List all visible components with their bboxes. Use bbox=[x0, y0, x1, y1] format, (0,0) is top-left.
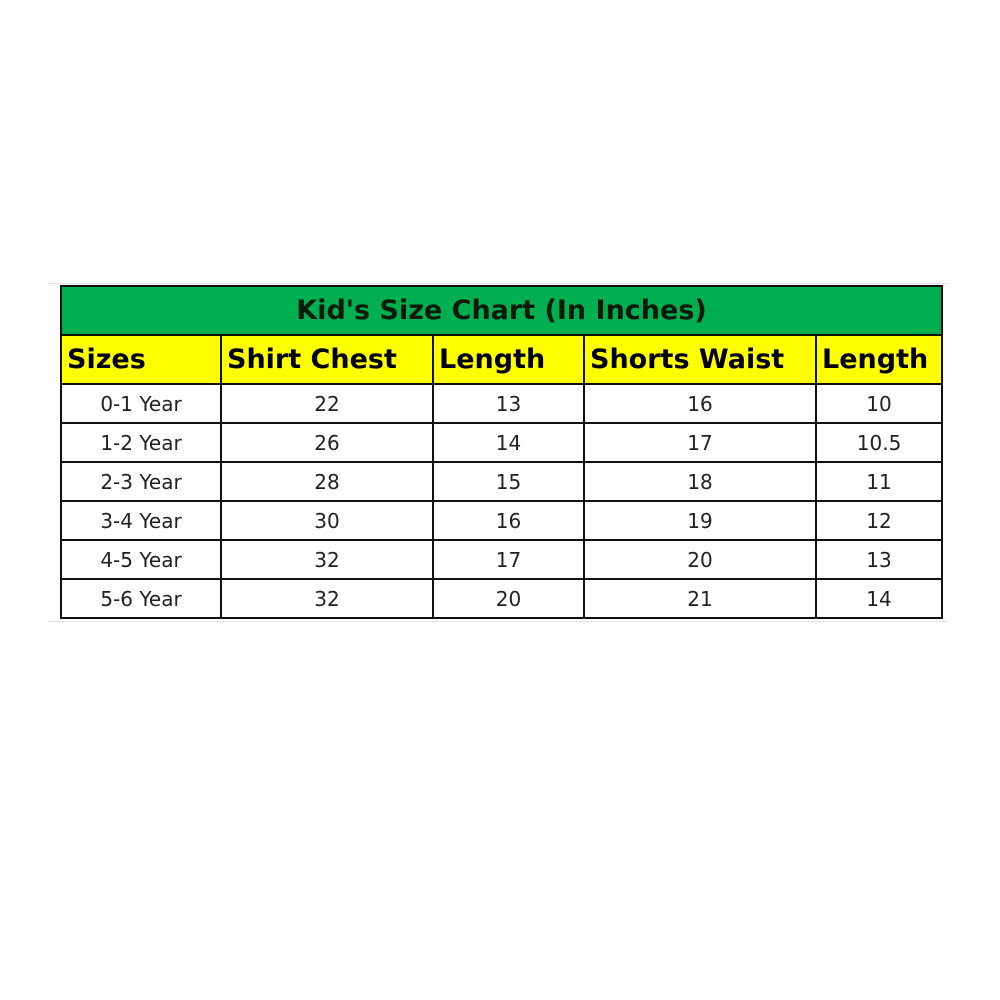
size-chart-table: Kid's Size Chart (In Inches) Sizes Shirt… bbox=[59, 285, 944, 619]
table-cell: 13 bbox=[814, 539, 944, 580]
header-row: Sizes Shirt Chest Length Shorts Waist Le… bbox=[60, 334, 944, 385]
table-cell: 15 bbox=[432, 461, 585, 502]
table-cell: 22 bbox=[220, 383, 434, 424]
title-row: Kid's Size Chart (In Inches) bbox=[59, 285, 944, 336]
table-row: 5-6 Year 32 20 21 14 bbox=[60, 578, 944, 619]
table-cell: 28 bbox=[220, 461, 434, 502]
table-cell: 32 bbox=[220, 539, 434, 580]
table-cell: 16 bbox=[583, 383, 817, 424]
table-cell: 26 bbox=[220, 422, 434, 463]
table-cell: 30 bbox=[220, 500, 434, 541]
table-cell: 14 bbox=[432, 422, 585, 463]
table-cell: 10.5 bbox=[814, 422, 944, 463]
table-cell: 16 bbox=[432, 500, 585, 541]
sheet-gridline bbox=[48, 283, 948, 284]
table-cell: 32 bbox=[220, 578, 434, 619]
table-title: Kid's Size Chart (In Inches) bbox=[59, 285, 944, 336]
header-cell: Shirt Chest bbox=[220, 334, 434, 385]
sheet-gridline bbox=[48, 621, 948, 622]
table-row: 4-5 Year 32 17 20 13 bbox=[60, 539, 944, 580]
table-cell: 5-6 Year bbox=[60, 578, 222, 619]
table-row: 0-1 Year 22 13 16 10 bbox=[60, 383, 944, 424]
table-row: 2-3 Year 28 15 18 11 bbox=[60, 461, 944, 502]
table-cell: 19 bbox=[583, 500, 817, 541]
table-cell: 13 bbox=[432, 383, 585, 424]
table-cell: 3-4 Year bbox=[60, 500, 222, 541]
table-cell: 10 bbox=[814, 383, 944, 424]
header-cell: Length bbox=[814, 334, 944, 385]
table-cell: 14 bbox=[814, 578, 944, 619]
table-cell: 20 bbox=[432, 578, 585, 619]
table-cell: 0-1 Year bbox=[60, 383, 222, 424]
table-row: 3-4 Year 30 16 19 12 bbox=[60, 500, 944, 541]
table-cell: 18 bbox=[583, 461, 817, 502]
table-cell: 2-3 Year bbox=[60, 461, 222, 502]
table-cell: 21 bbox=[583, 578, 817, 619]
header-cell: Sizes bbox=[60, 334, 222, 385]
table-cell: 17 bbox=[432, 539, 585, 580]
table-cell: 17 bbox=[583, 422, 817, 463]
table-cell: 20 bbox=[583, 539, 817, 580]
header-cell: Shorts Waist bbox=[583, 334, 817, 385]
table-cell: 1-2 Year bbox=[60, 422, 222, 463]
table-cell: 12 bbox=[814, 500, 944, 541]
table-cell: 11 bbox=[814, 461, 944, 502]
table-row: 1-2 Year 26 14 17 10.5 bbox=[60, 422, 944, 463]
table-cell: 4-5 Year bbox=[60, 539, 222, 580]
header-cell: Length bbox=[432, 334, 585, 385]
